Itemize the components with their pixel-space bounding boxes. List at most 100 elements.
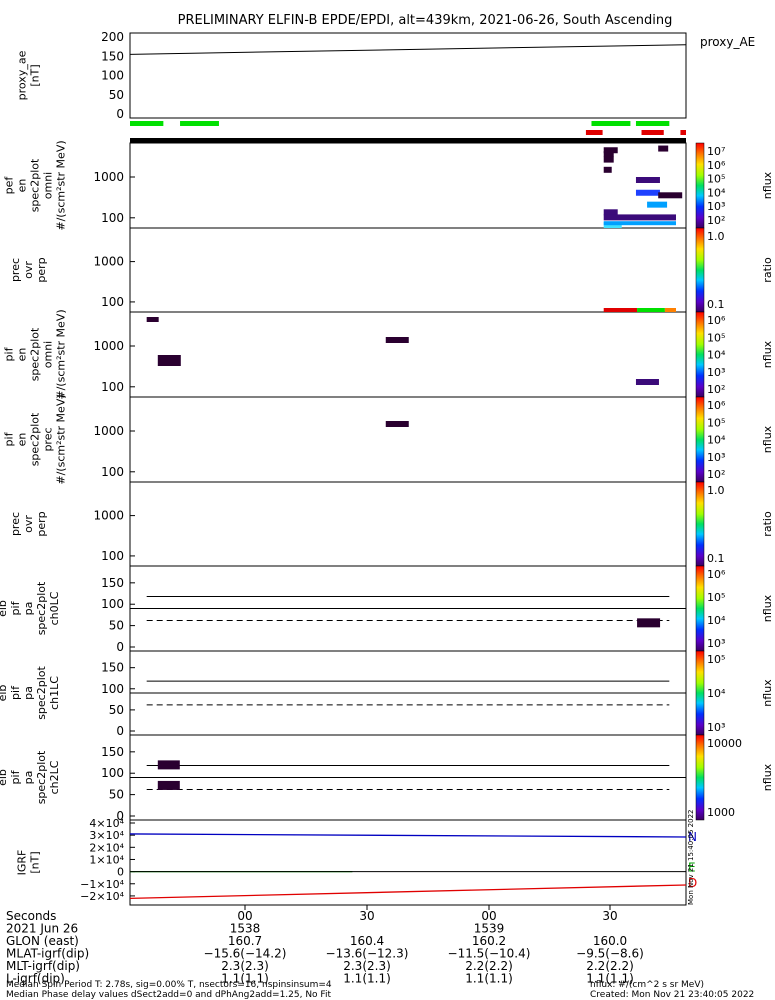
xaxis-value: −13.6(−12.3) <box>326 947 409 961</box>
spectrogram-cell <box>157 355 181 366</box>
colorbar-elb_pef_en_omni <box>695 142 705 229</box>
xaxis-value: 30 <box>602 909 617 923</box>
colorbar-tick-label: 10⁵ <box>707 591 725 604</box>
flag-green-segment <box>180 121 219 126</box>
xaxis-value: 160.4 <box>350 934 384 948</box>
side-timestamp: Mon Nov 21 15:40:05 2022 <box>687 810 695 905</box>
xaxis-value: 2.3(2.3) <box>221 959 269 973</box>
ytick-label: 150 <box>101 745 124 759</box>
spectrogram-cell <box>157 760 180 770</box>
ylabel-line: pa <box>22 686 35 700</box>
ylabel-line: en <box>16 433 29 447</box>
ylabel-elb_pif_en_omni: elb pif en spec2plot omni #/(scm²str MeV) <box>0 309 68 399</box>
ylabel-line: pif <box>9 685 22 700</box>
colorbar-elb_pif_en_prec <box>695 396 705 483</box>
proxy-ae-line <box>129 44 687 55</box>
ylabel-elb_pif_pa_ch1LC: elb pif pa spec2plot ch1LC <box>0 666 61 720</box>
colorbar-label: nflux <box>761 171 774 199</box>
colorbar-label: nflux <box>761 763 774 791</box>
spectrogram-cell <box>637 618 661 628</box>
xaxis-row-label: MLAT-igrf(dip) <box>6 947 89 961</box>
ytick-label: 1000 <box>93 509 124 523</box>
spectrogram-cell <box>603 221 676 226</box>
ylabel-line: perp <box>35 511 48 536</box>
ytick-label: 50 <box>109 788 124 802</box>
panel-frame-elb_pif_en_omni <box>129 311 687 398</box>
xaxis-value: 1.1(1.1) <box>221 972 269 986</box>
colorbar-tick-label: 10³ <box>707 721 725 734</box>
ylabel-line: elb <box>0 769 9 786</box>
ylabel-line: elb <box>0 346 3 363</box>
ylabel-line: elb <box>0 685 9 702</box>
colorbar-tick-label: 10³ <box>707 366 725 379</box>
colorbar-tick-label: 10⁶ <box>707 568 726 581</box>
ylabel-line: ch2LC <box>48 760 61 794</box>
ylabel-line: prec <box>9 258 22 282</box>
colorbar-tick-label: 1000 <box>707 806 735 819</box>
ytick-label: 100 <box>101 682 124 696</box>
ytick-label: 0 <box>116 724 124 738</box>
flag-red-segment <box>641 130 664 135</box>
ylabel-line: prec <box>9 512 22 536</box>
ytick-label: 100 <box>101 766 124 780</box>
colorbar-tick-label: 10³ <box>707 200 725 213</box>
ylabel-line: pa <box>22 771 35 785</box>
igrf-legend-D: D <box>688 876 697 890</box>
xaxis-value: 2.3(2.3) <box>343 959 391 973</box>
xaxis-value: 160.7 <box>228 934 262 948</box>
xaxis-value: 1539 <box>474 922 505 936</box>
ytick-label: 50 <box>109 703 124 717</box>
ytick-label: −1×10⁴ <box>80 878 124 891</box>
flag-green-segment <box>635 121 670 126</box>
colorbar-tick-label: 10⁵ <box>707 653 725 666</box>
spectrogram-cell <box>635 189 660 196</box>
ylabel-line: [nT] <box>29 64 42 86</box>
colorbar-tick-label: 10⁵ <box>707 331 725 344</box>
colorbar-label: nflux <box>761 594 774 622</box>
ylabel-line: pif <box>3 346 16 361</box>
ytick-label: 0 <box>116 640 124 654</box>
xaxis-row-label: Seconds <box>6 909 56 923</box>
xaxis-value: 160.2 <box>472 934 506 948</box>
xaxis-value: 2.2(2.2) <box>465 959 513 973</box>
ylabel-line: #/(scm²str MeV) <box>55 309 68 399</box>
ylabel-line: elb <box>0 177 3 194</box>
igrf-legend-N: N <box>688 830 697 844</box>
ylabel-line: spec2plot <box>29 158 42 212</box>
ylabel-line: #/(scm²str MeV) <box>55 394 68 484</box>
colorbar-label: ratio <box>761 257 774 283</box>
ylabel-line: omni <box>42 341 55 368</box>
figure-title: PRELIMINARY ELFIN-B EPDE/EPDI, alt=439km… <box>178 13 673 28</box>
spectrogram-cell <box>385 421 409 427</box>
panel-frame-elb_pif_en_prec <box>129 396 687 483</box>
ytick-label: 150 <box>101 661 124 675</box>
ylabel-line: ovr <box>22 261 35 279</box>
colorbar-tick-label: 1.0 <box>707 484 725 497</box>
panel-frame-prec_ovr_perp <box>129 227 687 313</box>
ylabel-elb_pif_pa_ch2LC: elb pif pa spec2plot ch2LC <box>0 750 61 804</box>
panel-frame-prec_ovr_perp_ion <box>129 481 687 567</box>
flag-red-segment <box>585 130 603 135</box>
ylabel-line: ch1LC <box>48 676 61 710</box>
colorbar-tick-label: 10⁴ <box>707 186 726 199</box>
colorbar-tick-label: 10² <box>707 214 725 227</box>
ylabel-line: spec2plot <box>29 412 42 466</box>
igrf-series-N <box>129 833 687 838</box>
xaxis-value: 1538 <box>230 922 261 936</box>
xaxis-value: −15.6(−14.2) <box>204 947 287 961</box>
ytick-label: 100 <box>101 211 124 225</box>
colorbar-tick-label: 10⁴ <box>707 434 726 447</box>
ratio-cell <box>637 308 665 312</box>
footer-units: nflux: #/(cm^2 s sr MeV) <box>590 980 704 990</box>
ylabel-line: ch0LC <box>48 591 61 625</box>
xaxis-value: 1.1(1.1) <box>465 972 513 986</box>
colorbar-prec_ovr_perp_ion <box>695 481 705 567</box>
ytick-label: 0 <box>117 866 124 879</box>
panel-frame-elb_pef_en_omni <box>129 142 687 229</box>
colorbar-tick-label: 10⁴ <box>707 614 726 627</box>
colorbars: 10⁷10⁶10⁵10⁴10³10²nflux1.00.1ratio10⁶10⁵… <box>695 142 774 821</box>
xaxis-value: 00 <box>237 909 252 923</box>
spectrogram-cell <box>146 317 159 322</box>
